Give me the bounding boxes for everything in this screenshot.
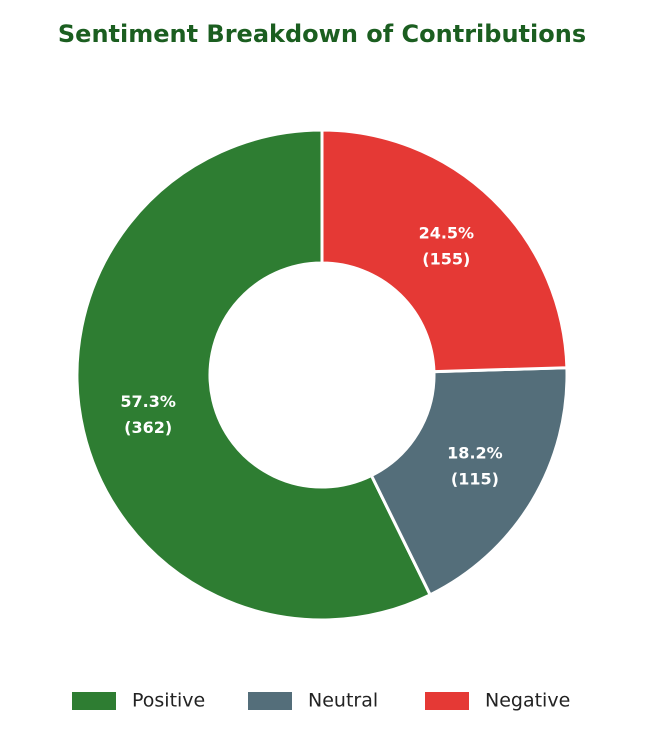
legend-swatch: [248, 692, 292, 710]
percent-label: 57.3%: [120, 392, 176, 411]
legend-swatch: [425, 692, 469, 710]
value-label: (362): [124, 418, 172, 437]
percent-label: 24.5%: [419, 223, 475, 242]
percent-label: 18.2%: [447, 444, 503, 463]
legend-label: Positive: [132, 690, 205, 712]
legend-label: Neutral: [308, 690, 378, 712]
wedge: [75, 128, 433, 622]
wedge: [320, 128, 569, 374]
value-label: (115): [451, 470, 499, 489]
legend-label: Negative: [485, 690, 570, 712]
wedge: [369, 366, 569, 597]
value-label: (155): [422, 249, 470, 268]
legend-swatch: [72, 692, 116, 710]
chart-title: Sentiment Breakdown of Contributions: [58, 20, 586, 48]
